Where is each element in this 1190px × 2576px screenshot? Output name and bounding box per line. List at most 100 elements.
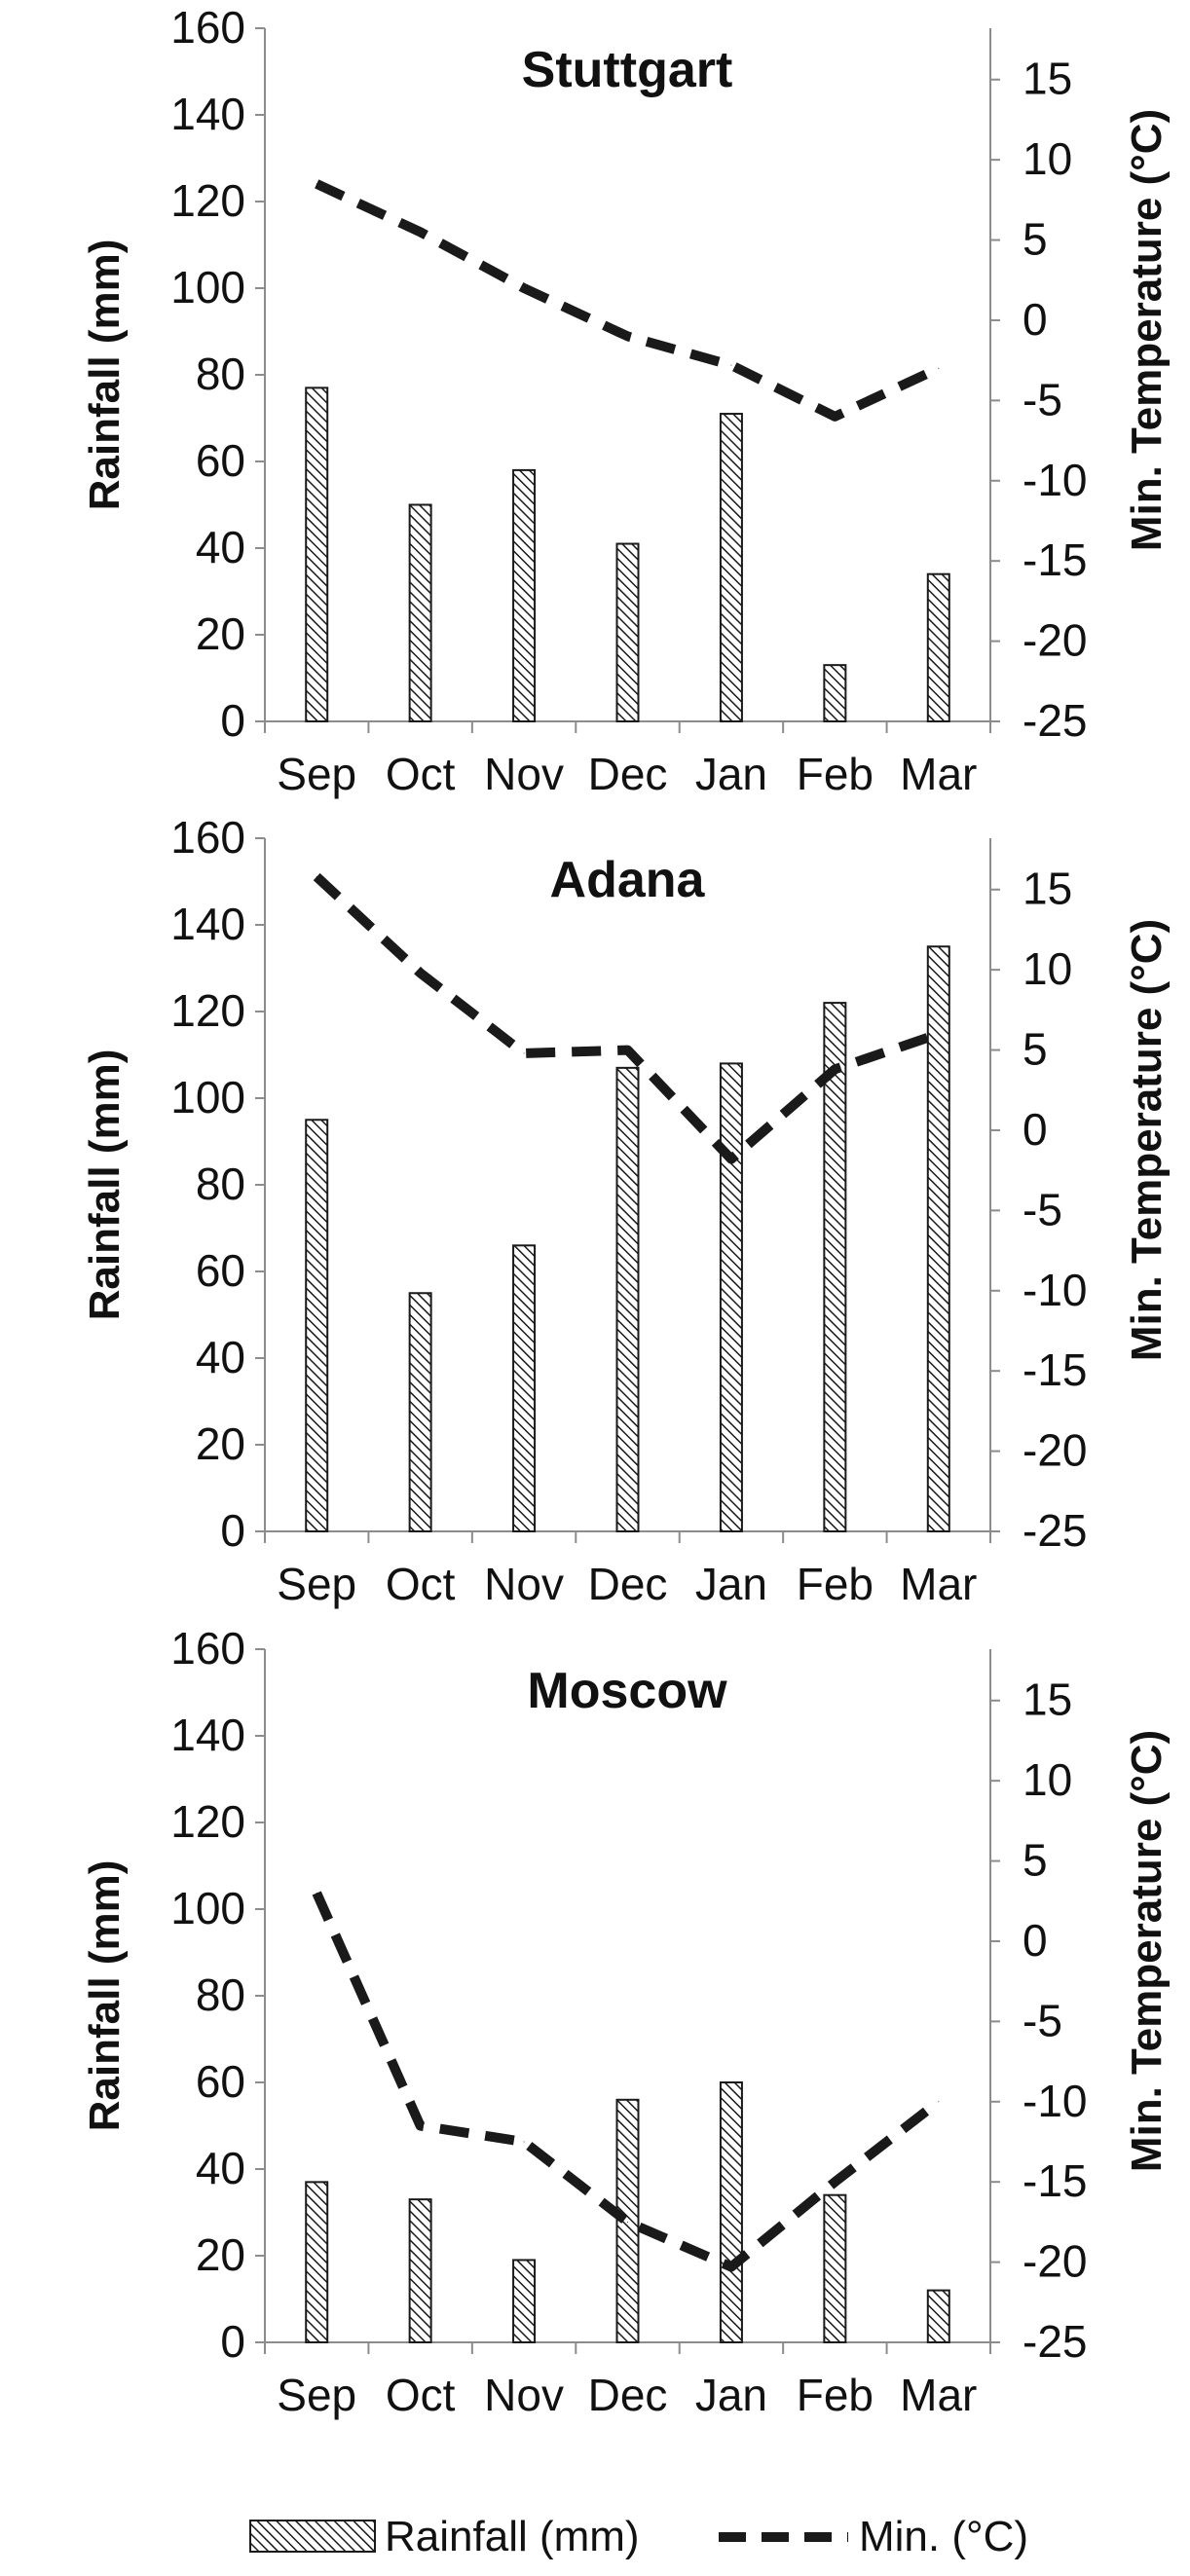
x-tick-label: Dec (588, 2370, 668, 2420)
x-tick-label: Sep (277, 1559, 356, 1609)
right-tick-label: -10 (1023, 1265, 1087, 1315)
x-tick-label: Dec (588, 749, 668, 799)
legend-rainfall-label: Rainfall (mm) (385, 2513, 640, 2560)
legend-rainfall-swatch (249, 2520, 376, 2553)
left-tick-label: 100 (170, 1072, 245, 1122)
left-tick-label: 80 (196, 1159, 245, 1209)
min-temperature-point (938, 2101, 940, 2103)
min-temperature-point (834, 1068, 836, 1070)
min-temperature-point (834, 2181, 836, 2183)
rainfall-bar (823, 1002, 847, 1532)
x-tick-label: Nov (484, 749, 564, 799)
left-tick-label: 80 (196, 349, 245, 399)
panel-title: Moscow (527, 1663, 727, 1719)
rainfall-bar (719, 1062, 743, 1533)
rainfall-bar (615, 542, 640, 722)
left-tick-label: 100 (170, 262, 245, 313)
left-tick-label: 160 (170, 812, 245, 863)
left-axis-title: Rainfall (mm) (81, 1860, 129, 2132)
x-tick-label: Feb (797, 2370, 874, 2420)
right-tick-label: -20 (1023, 1425, 1087, 1476)
left-tick-label: 120 (170, 985, 245, 1036)
rainfall-bar (719, 2081, 743, 2343)
x-tick-label: Oct (386, 1559, 456, 1609)
left-tick-label: 140 (170, 899, 245, 949)
left-tick-label: 160 (170, 2, 245, 53)
min-temperature-point (523, 2141, 525, 2143)
left-axis-title: Rainfall (mm) (81, 1049, 129, 1321)
right-tick-label: 10 (1023, 943, 1072, 994)
left-tick-label: 80 (196, 1969, 245, 2020)
rainfall-bar (512, 468, 537, 722)
right-tick-label: -15 (1023, 1344, 1087, 1395)
x-tick-label: Mar (900, 1559, 977, 1609)
right-tick-label: -25 (1023, 695, 1087, 746)
x-tick-label: Feb (797, 749, 874, 799)
left-tick-label: 40 (196, 2143, 245, 2193)
chart-panel-adana: 0 20 40 60 80 100 120 140 160 -25 -20 -15 -10 -5 0 5 10 1… (81, 812, 1171, 1609)
rainfall-bar (926, 2289, 950, 2344)
left-tick-label: 160 (170, 1623, 245, 1674)
left-tick-label: 60 (196, 2056, 245, 2107)
right-tick-label: -10 (1023, 2076, 1087, 2126)
right-tick-label: -10 (1023, 455, 1087, 505)
min-temperature-point (730, 364, 732, 366)
min-temperature-point (420, 972, 422, 974)
min-temperature-point (420, 2125, 422, 2126)
rainfall-bar (615, 2098, 640, 2344)
right-tick-label: 15 (1023, 1674, 1072, 1725)
min-temperature-line (315, 179, 941, 422)
x-tick-label: Nov (484, 2370, 564, 2420)
x-tick-label: Oct (386, 749, 456, 799)
left-tick-label: 0 (220, 695, 245, 746)
min-temperature-point (420, 231, 422, 233)
right-tick-label: 15 (1023, 54, 1072, 104)
right-axis-title: Min. Temperature (°C) (1123, 1730, 1171, 2172)
left-tick-label: 20 (196, 608, 245, 659)
x-tick-label: Nov (484, 1559, 564, 1609)
rainfall-bar (926, 945, 950, 1532)
left-tick-label: 100 (170, 1883, 245, 1933)
left-tick-label: 0 (220, 2316, 245, 2367)
right-tick-label: 15 (1023, 864, 1072, 914)
x-tick-label: Sep (277, 749, 356, 799)
left-tick-label: 140 (170, 89, 245, 139)
left-tick-label: 60 (196, 435, 245, 486)
right-tick-label: -20 (1023, 2236, 1087, 2287)
left-tick-label: 140 (170, 1710, 245, 1760)
left-tick-label: 120 (170, 175, 245, 226)
x-tick-label: Oct (386, 2370, 456, 2420)
right-tick-label: -15 (1023, 534, 1087, 585)
right-tick-label: -20 (1023, 615, 1087, 666)
x-tick-label: Jan (695, 2370, 767, 2420)
min-temperature-point (938, 1033, 940, 1035)
right-tick-label: 5 (1023, 1024, 1048, 1075)
legend-min-label: Min. (°C) (859, 2513, 1028, 2560)
rainfall-bar (408, 503, 432, 722)
rainfall-bar (305, 2181, 329, 2344)
min-temperature-point (938, 367, 940, 369)
x-tick-label: Mar (900, 2370, 977, 2420)
left-tick-label: 20 (196, 2229, 245, 2280)
chart-panel-moscow: 0 20 40 60 80 100 120 140 160 -25 -20 -15 -10 -5 0 5 10 1… (81, 1623, 1171, 2420)
right-tick-label: -5 (1023, 1184, 1062, 1234)
right-tick-label: -5 (1023, 374, 1062, 424)
rainfall-bar (408, 2198, 432, 2343)
x-tick-label: Jan (695, 749, 767, 799)
min-temperature-point (834, 416, 836, 418)
min-temperature-point (627, 335, 628, 337)
right-tick-label: 10 (1023, 133, 1072, 184)
right-tick-label: -25 (1023, 2316, 1087, 2367)
right-tick-label: 5 (1023, 1835, 1048, 1886)
right-tick-label: 0 (1023, 1104, 1048, 1155)
rainfall-bar (719, 413, 743, 722)
left-tick-label: 40 (196, 1332, 245, 1382)
right-axis-title: Min. Temperature (°C) (1123, 109, 1171, 551)
rainfall-bar (305, 1119, 329, 1532)
rainfall-bar (823, 2193, 847, 2343)
panel-title: Stuttgart (522, 42, 733, 98)
panel-title: Adana (550, 852, 706, 908)
right-tick-label: 5 (1023, 214, 1048, 265)
left-tick-label: 120 (170, 1796, 245, 1847)
